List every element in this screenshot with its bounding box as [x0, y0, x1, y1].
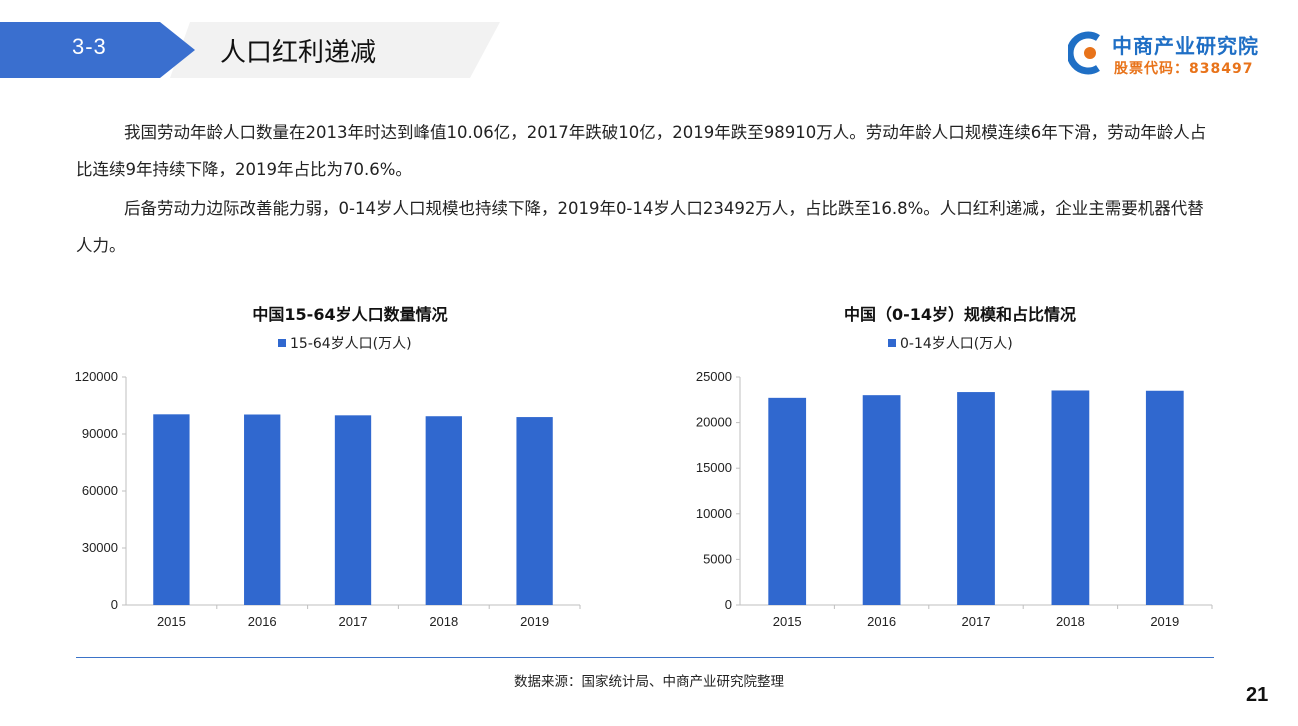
legend-label: 15-64岁人口(万人) — [290, 336, 412, 352]
y-tick-label: 5000 — [703, 551, 732, 566]
chart-title: 中国15-64岁人口数量情况 — [252, 305, 447, 324]
y-tick-label: 20000 — [696, 415, 732, 430]
source-divider — [76, 657, 1214, 658]
chart-2-svg: 中国（0-14岁）规模和占比情况 0-14岁人口(万人) 25000 20000 150… — [696, 305, 1213, 629]
y-tick-label: 0 — [111, 597, 118, 612]
legend-swatch — [888, 339, 896, 347]
y-tick-label: 30000 — [82, 540, 118, 555]
x-tick-label: 2017 — [962, 614, 991, 629]
legend-label: 0-14岁人口(万人) — [900, 336, 1013, 352]
data-source: 数据来源：国家统计局、中商产业研究院整理 — [514, 674, 784, 690]
paragraph-1-text: 我国劳动年龄人口数量在2013年时达到峰值10.06亿，2017年跌破10亿，2… — [76, 123, 1207, 179]
y-tick-label: 25000 — [696, 369, 732, 384]
section-number: 3-3 — [72, 34, 107, 59]
y-tick-label: 15000 — [696, 460, 732, 475]
y-tick-label: 10000 — [696, 506, 732, 521]
bar — [768, 397, 807, 605]
chart-1-svg: 中国15-64岁人口数量情况 15-64岁人口(万人) 120000 90000 600… — [75, 305, 581, 629]
y-tick-label: 0 — [725, 597, 732, 612]
x-tick-label: 2019 — [520, 614, 549, 629]
x-tick-label: 2018 — [1056, 614, 1085, 629]
bar — [1145, 390, 1184, 605]
logo-name: 中商产业研究院 — [1112, 34, 1259, 58]
page-number: 21 — [1246, 684, 1269, 706]
legend-swatch — [278, 339, 286, 347]
x-tick-label: 2017 — [339, 614, 368, 629]
bar — [862, 395, 901, 605]
x-tick-label: 2016 — [867, 614, 896, 629]
x-tick-label: 2018 — [429, 614, 458, 629]
company-logo: 中商产业研究院 股票代码：838497 — [1068, 28, 1268, 80]
y-tick-label: 60000 — [82, 483, 118, 498]
y-tick-label: 90000 — [82, 426, 118, 441]
bar — [1051, 390, 1090, 605]
x-tick-label: 2016 — [248, 614, 277, 629]
logo-stock-code: 股票代码：838497 — [1114, 61, 1254, 77]
bar — [516, 417, 553, 605]
x-tick-label: 2019 — [1150, 614, 1179, 629]
bar — [153, 414, 190, 605]
chart-title: 中国（0-14岁）规模和占比情况 — [844, 305, 1076, 324]
x-tick-label: 2015 — [157, 614, 186, 629]
bar — [425, 416, 462, 605]
paragraph-2-text: 后备劳动力边际改善能力弱，0-14岁人口规模也持续下降，2019年0-14岁人口… — [76, 199, 1204, 255]
chart-child-population: 中国（0-14岁）规模和占比情况 0-14岁人口(万人) 25000 20000 150… — [676, 300, 1216, 640]
chart-working-age-population: 中国15-64岁人口数量情况 15-64岁人口(万人) 120000 90000 600… — [66, 300, 586, 640]
logo-mark-icon — [1068, 31, 1100, 75]
paragraph-1: 我国劳动年龄人口数量在2013年时达到峰值10.06亿，2017年跌破10亿，2… — [76, 114, 1216, 188]
header-banner — [0, 22, 500, 78]
x-tick-label: 2015 — [773, 614, 802, 629]
y-tick-label: 120000 — [75, 369, 118, 384]
bar — [244, 414, 281, 605]
paragraph-2: 后备劳动力边际改善能力弱，0-14岁人口规模也持续下降，2019年0-14岁人口… — [76, 190, 1216, 264]
page-title: 人口红利递减 — [220, 38, 377, 68]
section-header: 3-3 人口红利递减 — [0, 22, 520, 78]
bar — [334, 415, 372, 605]
bar — [957, 392, 995, 605]
